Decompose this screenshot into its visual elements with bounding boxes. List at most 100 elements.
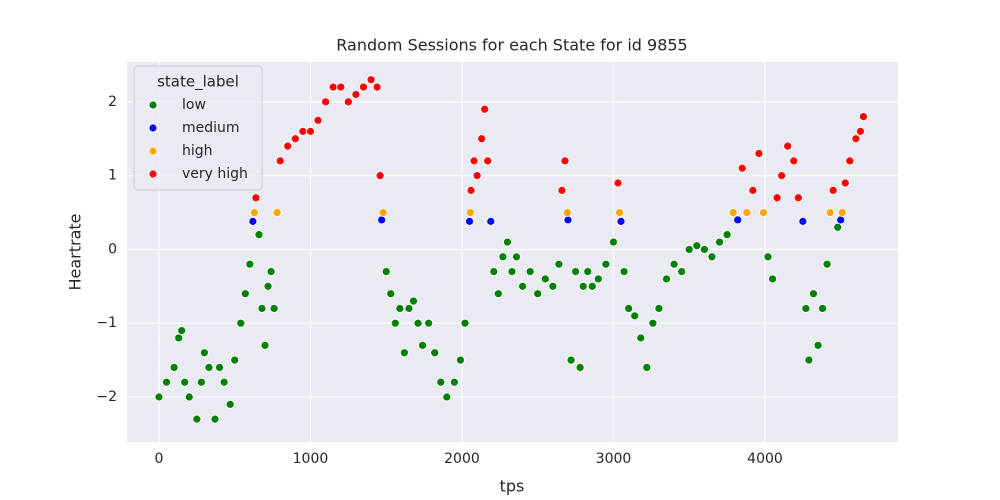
point	[818, 304, 827, 313]
point	[328, 82, 338, 92]
point	[215, 363, 224, 372]
point	[381, 267, 391, 276]
point	[798, 216, 808, 226]
point	[469, 156, 479, 166]
point	[669, 259, 679, 269]
legend-label: very high	[182, 166, 248, 182]
point	[777, 171, 787, 181]
point	[263, 281, 273, 291]
point	[571, 267, 581, 276]
point	[654, 304, 664, 313]
point	[715, 237, 724, 247]
point	[768, 274, 777, 284]
point	[692, 241, 702, 251]
point	[377, 215, 387, 225]
point	[560, 156, 570, 166]
point	[343, 97, 353, 107]
point	[801, 304, 811, 313]
point	[804, 355, 814, 365]
point	[174, 333, 184, 343]
point	[763, 252, 773, 262]
point	[266, 267, 276, 276]
legend-marker	[148, 169, 158, 179]
point	[418, 340, 427, 350]
legend-label: low	[182, 97, 206, 113]
x-tick-label: 0	[155, 451, 164, 467]
point	[742, 208, 752, 217]
point	[269, 304, 279, 313]
point	[210, 414, 220, 424]
point	[793, 193, 803, 203]
point	[859, 112, 868, 122]
point	[313, 115, 323, 125]
y-axis-label: Heartrate	[66, 213, 85, 290]
point	[503, 237, 512, 247]
point	[275, 156, 285, 166]
point	[400, 348, 409, 358]
point	[737, 163, 747, 173]
legend-marker	[148, 100, 158, 110]
point	[856, 126, 865, 136]
point	[162, 377, 171, 387]
point	[204, 363, 214, 372]
points	[154, 75, 868, 424]
point	[615, 208, 624, 217]
point	[386, 289, 396, 299]
point	[449, 377, 459, 387]
point	[257, 304, 267, 313]
point	[169, 363, 179, 372]
point	[578, 281, 588, 291]
point	[336, 82, 346, 92]
point	[836, 215, 846, 225]
point	[636, 333, 646, 343]
point	[783, 141, 793, 151]
point	[366, 75, 376, 85]
legend: state_label low medium high very high	[133, 65, 263, 191]
point	[684, 245, 694, 254]
point	[533, 289, 543, 299]
legend-marker	[148, 146, 158, 156]
y-tick-label: −1	[96, 315, 117, 331]
point	[395, 304, 405, 313]
point	[489, 267, 499, 276]
point	[512, 252, 521, 262]
point	[754, 149, 764, 158]
point	[833, 222, 843, 232]
point	[283, 141, 293, 151]
point	[404, 304, 414, 313]
point	[840, 178, 850, 188]
point	[624, 304, 634, 313]
point	[613, 178, 623, 188]
point	[748, 185, 758, 195]
point	[306, 126, 315, 136]
point	[200, 348, 209, 358]
point	[359, 82, 368, 92]
point	[184, 392, 194, 402]
point	[593, 274, 603, 284]
point	[733, 215, 743, 225]
point	[728, 208, 738, 217]
point	[390, 318, 400, 328]
point	[493, 289, 503, 299]
x-tick-label: 3000	[596, 451, 632, 467]
y-tick-label: 2	[108, 94, 117, 110]
point	[480, 104, 490, 114]
point	[154, 392, 164, 402]
point	[822, 259, 832, 269]
point	[609, 237, 618, 247]
point	[230, 355, 240, 365]
point	[413, 318, 423, 328]
point	[699, 245, 709, 254]
point	[772, 193, 782, 203]
point	[845, 156, 855, 166]
point	[192, 414, 202, 424]
point	[486, 216, 496, 226]
legend-marker	[148, 123, 158, 133]
point	[557, 185, 567, 195]
point	[498, 252, 508, 262]
point	[225, 399, 235, 409]
point	[372, 82, 382, 92]
point	[442, 392, 452, 402]
point	[813, 340, 823, 350]
point	[472, 171, 482, 181]
